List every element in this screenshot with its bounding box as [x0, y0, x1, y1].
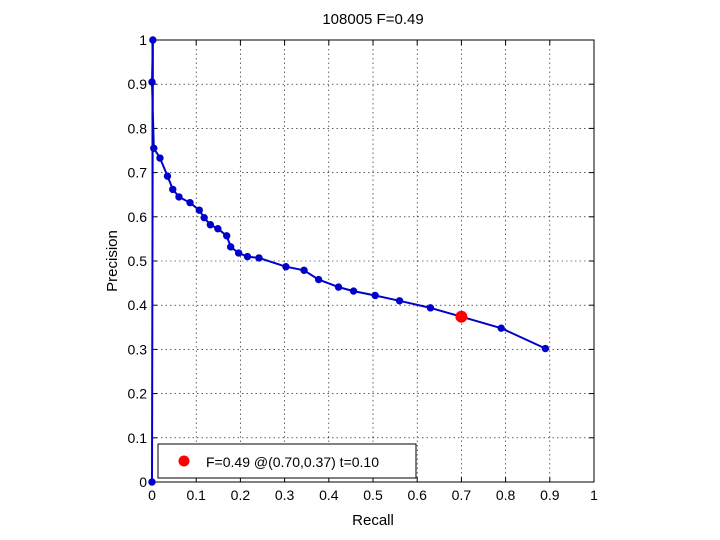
best-f-point [455, 310, 468, 323]
x-tick-label: 0.4 [319, 487, 339, 503]
y-tick-label: 0.2 [128, 386, 148, 402]
pr-curve-point [497, 324, 505, 332]
chart-title: 108005 F=0.49 [322, 11, 423, 28]
best-point-layer [455, 310, 468, 323]
pr-curve-point [255, 254, 263, 262]
pr-curve-point [541, 344, 550, 353]
y-tick-label: 0.5 [128, 253, 148, 269]
y-tick-label: 1 [139, 32, 147, 48]
pr-curve-point [175, 193, 183, 201]
series-layer [148, 36, 550, 486]
y-tick-label: 0.6 [128, 209, 148, 225]
x-tick-label: 0.1 [186, 487, 206, 503]
pr-curve-point [371, 291, 379, 300]
pr-curve-point [243, 252, 252, 261]
pr-curve-point [426, 304, 435, 312]
x-tick-label: 0.5 [363, 487, 383, 503]
pr-curve-point [148, 78, 156, 86]
x-tick-label: 1 [590, 487, 598, 503]
pr-curve-point [214, 225, 222, 233]
y-tick-label: 0.4 [128, 297, 148, 313]
x-tick-label: 0.2 [231, 487, 251, 503]
pr-curve-point [222, 232, 231, 240]
pr-curve-point [206, 221, 215, 229]
y-tick-label: 0.7 [128, 165, 148, 181]
pr-curve-point [148, 478, 156, 486]
pr-curve-point [395, 297, 404, 305]
y-tick-label: 0.8 [128, 120, 148, 136]
pr-curve-point [234, 249, 243, 257]
pr-curve-point [200, 213, 208, 222]
x-tick-label: 0.6 [407, 487, 427, 503]
pr-curve-point [195, 206, 203, 214]
legend-marker [178, 455, 190, 467]
legend: F=0.49 @(0.70,0.37) t=0.10 [157, 443, 417, 479]
pr-curve-point [149, 36, 157, 44]
legend-label: F=0.49 @(0.70,0.37) t=0.10 [206, 454, 379, 470]
x-tick-label: 0.3 [275, 487, 295, 503]
x-tick-label: 0.8 [496, 487, 516, 503]
pr-curve-point [314, 275, 323, 284]
pr-curve-point [282, 263, 290, 271]
pr-curve-point [226, 243, 235, 251]
pr-curve-point [156, 154, 164, 162]
pr-curve-point [163, 172, 172, 180]
legend-box [157, 443, 417, 479]
pr-curve-point [186, 198, 194, 207]
y-tick-label: 0.1 [128, 430, 148, 446]
axis-ticks: 0 0.1 0.2 0.3 0.4 0.5 0.6 0.7 0.8 0.9 1 0 0.1 0.2 0.3 0… [128, 32, 599, 503]
pr-curve-point [300, 266, 308, 274]
y-tick-label: 0.3 [128, 341, 148, 357]
grid [152, 40, 594, 482]
y-axis-title: Precision [104, 230, 121, 292]
y-tick-label: 0.9 [128, 76, 148, 92]
pr-curve-point [150, 144, 158, 152]
x-axis-title: Recall [352, 512, 394, 529]
x-tick-label: 0.7 [452, 487, 472, 503]
x-tick-label: 0 [148, 487, 156, 503]
y-tick-label: 0 [139, 474, 147, 490]
x-tick-label: 0.9 [540, 487, 560, 503]
pr-curve-point [169, 185, 177, 194]
pr-curve-point [349, 287, 358, 295]
pr-curve-point [334, 283, 343, 291]
